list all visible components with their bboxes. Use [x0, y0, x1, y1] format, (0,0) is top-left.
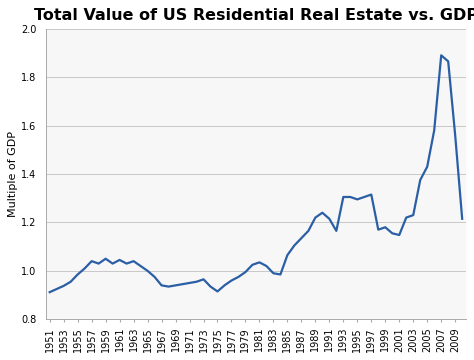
Title: Total Value of US Residential Real Estate vs. GDP: Total Value of US Residential Real Estat…	[34, 8, 474, 23]
Y-axis label: Multiple of GDP: Multiple of GDP	[9, 131, 18, 217]
